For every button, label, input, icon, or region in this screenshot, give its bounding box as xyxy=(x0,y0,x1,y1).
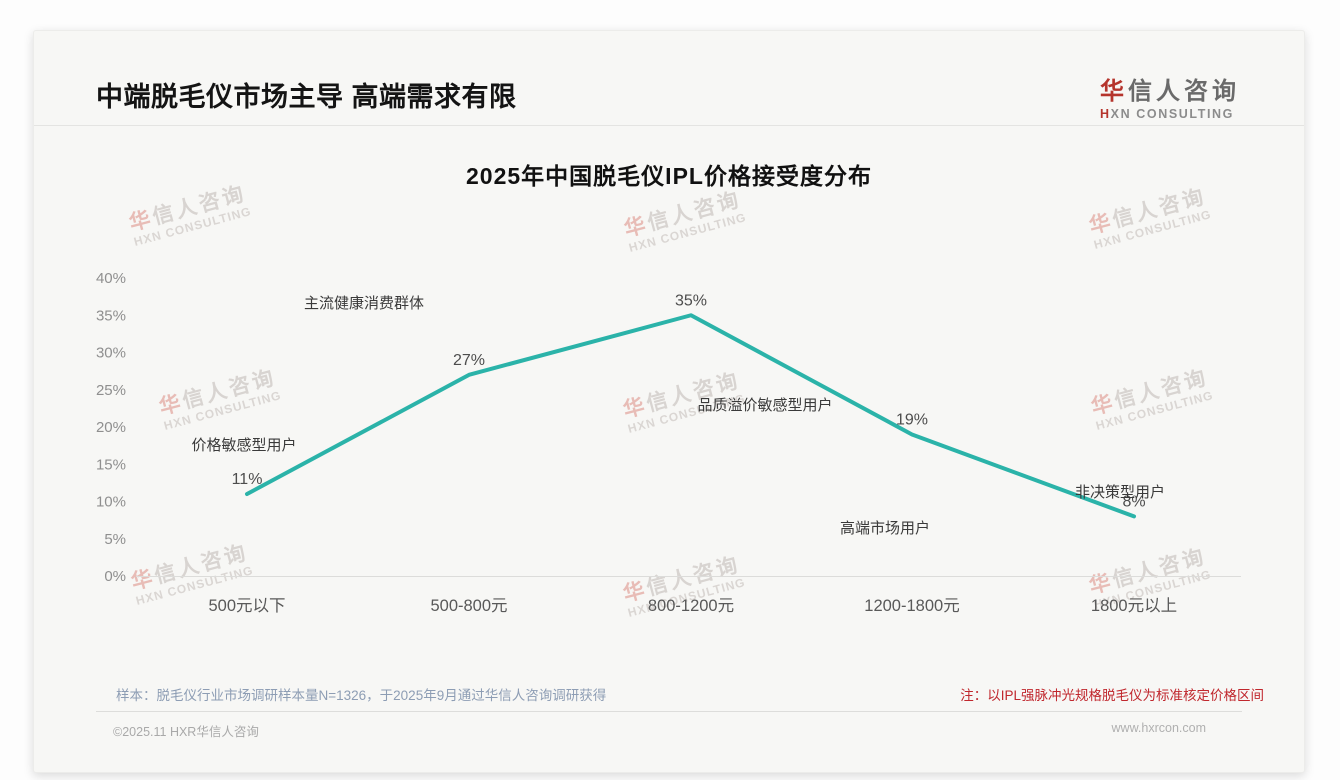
brand-watermark: 华信人咨询 HXN CONSULTING xyxy=(621,188,748,255)
annotation-label: 品质溢价敏感型用户 xyxy=(697,397,832,414)
data-label: 27% xyxy=(453,352,485,369)
y-axis-tick: 30% xyxy=(96,345,126,362)
standard-note: 注：以IPL强脉冲光规格脱毛仪为标准核定价格区间 xyxy=(960,688,1264,703)
sample-note: 样本：脱毛仪行业市场调研样本量N=1326，于2025年9月通过华信人咨询调研获… xyxy=(116,688,607,703)
x-axis-category: 500-800元 xyxy=(430,597,507,615)
data-label: 35% xyxy=(675,292,707,309)
y-axis-tick: 10% xyxy=(96,494,126,511)
annotation-label: 高端市场用户 xyxy=(840,520,930,537)
x-axis-category: 500元以下 xyxy=(208,597,285,615)
y-axis-tick: 5% xyxy=(104,531,126,548)
x-axis-category: 800-1200元 xyxy=(648,597,734,615)
annotation-label: 主流健康消费群体 xyxy=(304,295,424,312)
y-axis-tick: 0% xyxy=(104,568,126,585)
line-chart: 0% 5% 10% 15% 20% 25% 30% 35% 40% 11% 27% 35% 19% 8% 价… xyxy=(96,270,1241,615)
slide-card: 中端脱毛仪市场主导 高端需求有限 华信人咨询 HXN CONSULTING 20… xyxy=(33,30,1305,773)
logo-en-accent: H xyxy=(1100,107,1111,121)
y-axis-tick: 20% xyxy=(96,419,126,436)
logo-zh: 华信人咨询 xyxy=(1100,71,1240,106)
copyright-text: ©2025.11 HXR华信人咨询 xyxy=(113,725,259,739)
y-axis-tick: 25% xyxy=(96,382,126,399)
series-line xyxy=(245,313,1136,519)
data-label: 11% xyxy=(232,471,263,488)
y-axis-tick: 15% xyxy=(96,456,126,473)
x-axis-category: 1200-1800元 xyxy=(864,597,959,615)
logo-en-rest: XN CONSULTING xyxy=(1110,107,1234,121)
logo-zh-accent: 华 xyxy=(1100,78,1128,105)
header-divider xyxy=(34,125,1304,126)
annotation-label: 价格敏感型用户 xyxy=(191,437,296,454)
logo-en: HXN CONSULTING xyxy=(1100,107,1240,121)
x-axis-category: 1800元以上 xyxy=(1091,596,1177,615)
y-axis-tick: 40% xyxy=(96,270,126,287)
page-title: 中端脱毛仪市场主导 高端需求有限 xyxy=(96,82,517,112)
company-logo: 华信人咨询 HXN CONSULTING xyxy=(1100,71,1240,121)
chart-title: 2025年中国脱毛仪IPL价格接受度分布 xyxy=(466,163,872,189)
data-label: 8% xyxy=(1122,493,1145,510)
logo-zh-rest: 信人咨询 xyxy=(1128,78,1240,105)
footer-divider xyxy=(96,711,1242,712)
website-text: www.hxrcon.com xyxy=(1111,721,1206,735)
annotation-label: 非决策型用户 xyxy=(1075,484,1165,501)
y-axis-tick: 35% xyxy=(96,307,126,324)
data-label: 19% xyxy=(896,411,928,428)
